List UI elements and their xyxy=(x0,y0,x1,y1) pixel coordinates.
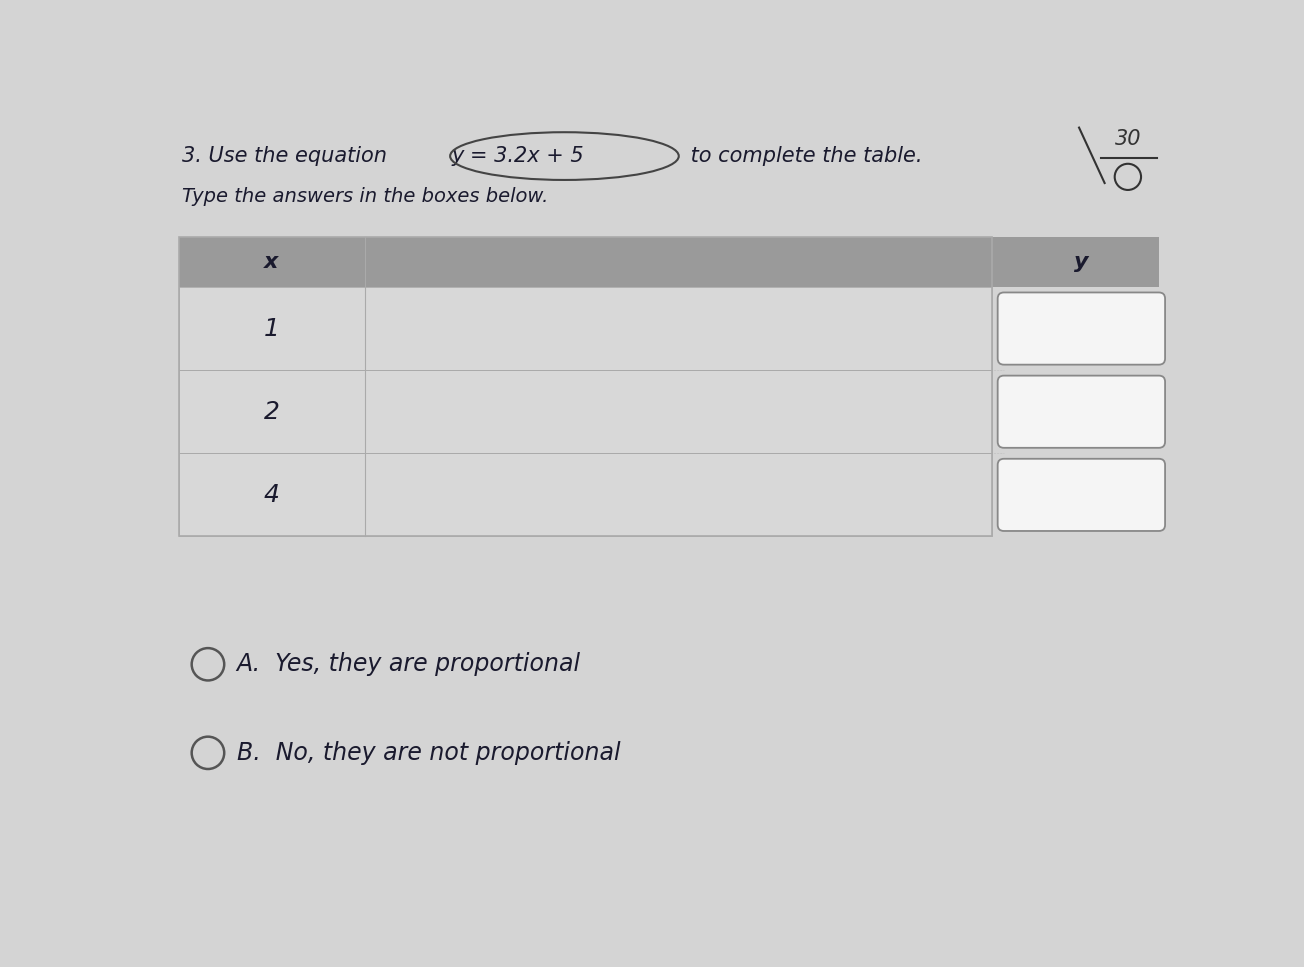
Text: 2: 2 xyxy=(263,399,279,424)
FancyBboxPatch shape xyxy=(998,375,1164,448)
Bar xyxy=(179,370,992,454)
Text: y = 3.2x + 5: y = 3.2x + 5 xyxy=(451,146,584,166)
Text: 30: 30 xyxy=(1115,130,1141,149)
Text: 1: 1 xyxy=(263,316,279,340)
Text: x: x xyxy=(265,252,279,272)
Text: B.  No, they are not proportional: B. No, they are not proportional xyxy=(236,741,621,765)
FancyBboxPatch shape xyxy=(998,458,1164,531)
Text: A.  Yes, they are proportional: A. Yes, they are proportional xyxy=(236,653,580,676)
Text: 4: 4 xyxy=(263,483,279,507)
Text: to complete the table.: to complete the table. xyxy=(683,146,922,166)
Text: 3. Use the equation: 3. Use the equation xyxy=(183,146,394,166)
Text: y: y xyxy=(1074,252,1089,272)
Bar xyxy=(179,454,992,537)
Bar xyxy=(179,287,992,370)
Bar xyxy=(179,237,992,537)
Bar xyxy=(179,237,1159,287)
Text: Type the answers in the boxes below.: Type the answers in the boxes below. xyxy=(183,188,549,206)
FancyBboxPatch shape xyxy=(998,292,1164,365)
